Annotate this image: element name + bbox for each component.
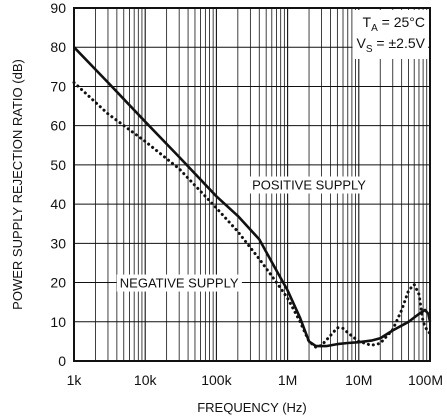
plot-frame: [73, 7, 431, 362]
positive-supply-label: POSITIVE SUPPLY: [249, 176, 370, 194]
x-axis-label: FREQUENCY (Hz): [197, 400, 307, 415]
positive-supply-line: [73, 46, 432, 348]
y-tick-label: 70: [50, 78, 66, 94]
y-tick-label: 90: [50, 0, 66, 16]
y-axis-label: POWER SUPPLY REJECTION RATIO (dB): [10, 59, 25, 310]
series-labels: POSITIVE SUPPLY NEGATIVE SUPPLY: [116, 176, 370, 292]
x-tick-label: 10M: [345, 372, 372, 388]
y-tick-label: 0: [58, 353, 66, 369]
y-tick-label: 50: [50, 157, 66, 173]
test-conditions-note: TA = 25°C VS = ±2.5V: [352, 10, 428, 59]
y-tick-label: 40: [50, 196, 66, 212]
y-tick-label: 10: [50, 314, 66, 330]
y-tick-label: 80: [50, 39, 66, 55]
series-label-background: [116, 274, 242, 292]
test-conditions-background: [352, 10, 428, 59]
x-tick-label: 100M: [408, 372, 443, 388]
series-label-text: NEGATIVE SUPPLY: [120, 276, 239, 291]
ambient-temperature-note: TA = 25°C: [363, 14, 425, 34]
x-tick-label: 10k: [134, 372, 158, 388]
series-label-background: [249, 176, 370, 194]
negative-supply-line: [72, 81, 432, 349]
series-lines: [72, 46, 432, 349]
supply-voltage-note: VS = ±2.5V: [357, 35, 426, 55]
series-label-text: POSITIVE SUPPLY: [252, 178, 366, 193]
negative-supply-label: NEGATIVE SUPPLY: [116, 274, 242, 292]
y-tick-label: 60: [50, 118, 66, 134]
x-tick-label: 1k: [67, 372, 83, 388]
y-tick-label: 30: [50, 235, 66, 251]
x-tick-label: 1M: [278, 372, 297, 388]
tick-labels: 0 10 20 30 40 50 60 70 80 90 1k 10k 100k 1M 10M 100M: [50, 0, 443, 388]
x-tick-label: 100k: [201, 372, 232, 388]
y-tick-label: 20: [50, 275, 66, 291]
